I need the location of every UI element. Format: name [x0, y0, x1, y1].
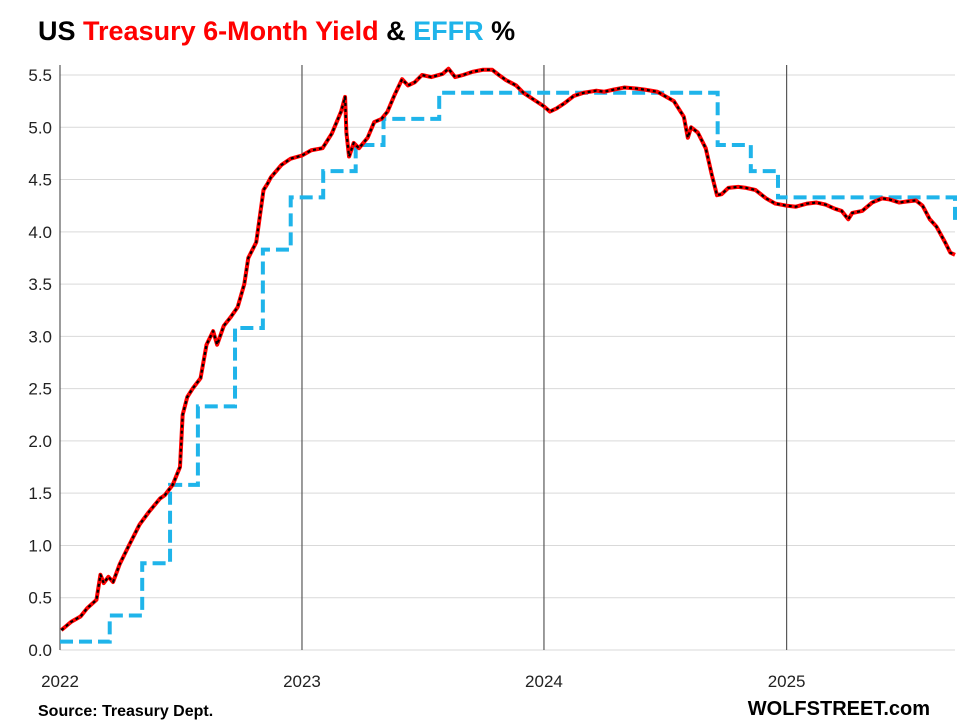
title-series-yield: Treasury 6-Month Yield — [83, 16, 379, 46]
title-suffix: % — [484, 16, 516, 46]
y-tick-label: 4.0 — [28, 223, 52, 242]
series-yield-dots — [60, 67, 956, 631]
y-tick-label: 1.0 — [28, 536, 52, 555]
y-tick-label: 5.0 — [28, 118, 52, 137]
y-axis-ticks: 0.0 0.5 1.0 1.5 2.0 2.5 3.0 3.5 4.0 4.5 5.0 5.5 — [28, 66, 52, 660]
y-tick-label: 0.5 — [28, 589, 52, 608]
x-axis-ticks: 2022 2023 2024 2025 — [41, 672, 805, 691]
y-tick-label: 1.5 — [28, 484, 52, 503]
x-tick-label: 2024 — [525, 672, 563, 691]
chart-title: US Treasury 6-Month Yield & EFFR % — [38, 16, 515, 46]
y-tick-label: 2.0 — [28, 432, 52, 451]
x-tick-label: 2022 — [41, 672, 79, 691]
grid — [59, 65, 955, 651]
brand-label: WOLFSTREET.com — [748, 698, 930, 720]
y-tick-label: 5.5 — [28, 66, 52, 85]
x-tick-label: 2025 — [768, 672, 806, 691]
title-series-effr: EFFR — [413, 16, 484, 46]
title-prefix: US — [38, 16, 83, 46]
y-tick-label: 4.5 — [28, 171, 52, 190]
series-effr-line — [60, 90, 957, 644]
source-note: Source: Treasury Dept. — [38, 703, 213, 720]
y-tick-label: 3.0 — [28, 327, 52, 346]
y-tick-label: 2.5 — [28, 380, 52, 399]
title-amp: & — [379, 16, 414, 46]
y-tick-label: 3.5 — [28, 275, 52, 294]
series — [60, 66, 957, 644]
x-tick-label: 2023 — [283, 672, 321, 691]
y-tick-label: 0.0 — [28, 641, 52, 660]
